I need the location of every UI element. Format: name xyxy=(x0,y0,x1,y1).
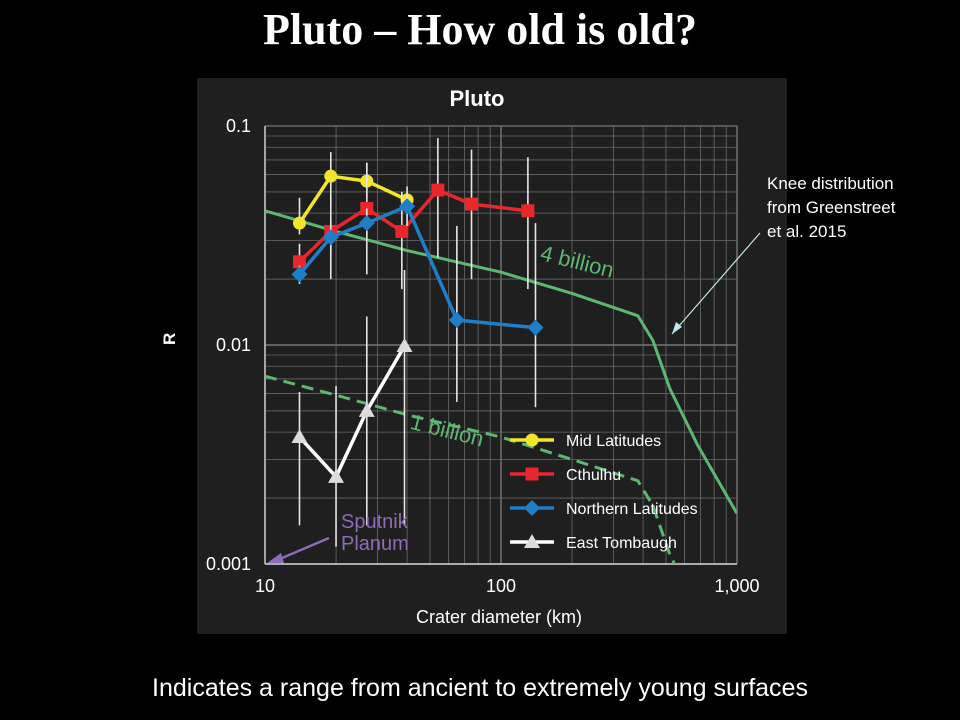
data-point xyxy=(328,468,345,483)
data-point xyxy=(291,429,308,444)
knee-annotation-line-2: from Greenstreet xyxy=(767,197,896,217)
x-tick-label: 100 xyxy=(486,576,516,596)
data-series xyxy=(291,138,544,547)
data-point xyxy=(524,534,540,548)
slide-title: Pluto – How old is old? xyxy=(263,5,697,54)
model-curves xyxy=(265,209,737,564)
model-curve xyxy=(265,209,737,515)
series-line xyxy=(298,204,536,330)
series-group xyxy=(291,270,413,547)
data-point xyxy=(525,433,539,447)
data-point xyxy=(399,198,416,215)
data-point xyxy=(527,319,544,336)
series-group xyxy=(292,152,414,235)
series-group xyxy=(291,186,544,408)
x-axis-label: Crater diameter (km) xyxy=(416,607,582,627)
sputnik-label: Sputnik xyxy=(341,511,409,533)
axes: 10 100 1,000 0.001 0.01 0.1 xyxy=(206,116,760,596)
data-point xyxy=(292,255,306,269)
knee-annotation-line-3: et al. 2015 xyxy=(767,221,847,241)
legend-label: East Tombaugh xyxy=(566,535,677,552)
data-point xyxy=(395,224,409,238)
data-point xyxy=(521,204,535,218)
sputnik-arrow-head xyxy=(267,553,284,563)
data-point xyxy=(324,169,338,183)
data-point xyxy=(358,215,375,232)
data-point xyxy=(465,197,479,211)
series-line xyxy=(298,174,408,225)
knee-annotation: Knee distribution from Greenstreet et al… xyxy=(767,172,896,243)
data-point xyxy=(358,402,375,417)
data-point xyxy=(291,266,308,283)
sputnik-label: Planum xyxy=(341,533,409,555)
series-line xyxy=(298,345,407,479)
data-point xyxy=(525,467,539,481)
chart-panel: Pluto 10 100 1,000 0.001 0.01 0.1 4 billion 1 … xyxy=(197,78,787,634)
x-tick-label: 10 xyxy=(255,576,275,596)
x-tick-label: 1,000 xyxy=(714,576,759,596)
legend-label: Northern Latitudes xyxy=(566,501,698,518)
data-point xyxy=(396,337,413,352)
y-axis-label: R xyxy=(160,332,179,345)
y-tick-label: 0.01 xyxy=(216,335,251,355)
model-curve xyxy=(265,374,677,564)
legend: Mid Latitudes Cthulhu Northern Latitudes Ea… xyxy=(510,433,698,552)
knee-annotation-line-1: Knee distribution xyxy=(767,174,894,193)
footer-caption: Indicates a range from ancient to extrem… xyxy=(152,674,808,702)
data-point xyxy=(431,183,445,197)
data-point xyxy=(524,500,540,516)
y-tick-label: 0.1 xyxy=(226,116,251,136)
chart-title: Pluto xyxy=(450,86,505,111)
legend-label: Mid Latitudes xyxy=(566,433,661,450)
data-point xyxy=(292,216,306,230)
data-point xyxy=(322,229,339,246)
data-point xyxy=(448,312,465,329)
grid xyxy=(264,125,738,565)
legend-label: Cthulhu xyxy=(566,467,621,484)
chart-background xyxy=(197,78,787,634)
sputnik-arrow xyxy=(274,536,330,563)
y-tick-label: 0.001 xyxy=(206,554,251,574)
